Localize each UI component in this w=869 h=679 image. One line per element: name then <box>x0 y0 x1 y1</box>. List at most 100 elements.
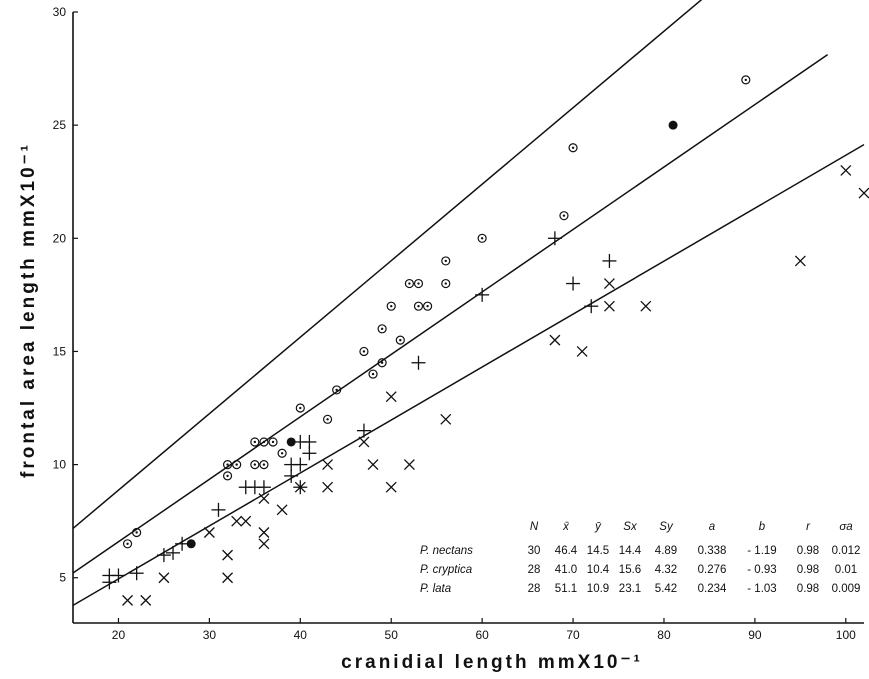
point-ring <box>422 301 433 311</box>
stats-cell: 10.9 <box>587 583 609 595</box>
point-ring <box>441 278 451 289</box>
point-cross-b <box>358 436 370 448</box>
data-point <box>322 414 333 424</box>
stats-cell: 0.98 <box>797 564 819 576</box>
point-cross-b <box>240 515 252 527</box>
data-point <box>377 324 387 334</box>
stats-cell: 28 <box>528 583 541 595</box>
point-ring <box>122 539 133 549</box>
point-ring <box>295 403 305 413</box>
data-point <box>377 358 387 368</box>
data-point <box>603 278 615 290</box>
point-ring <box>568 143 578 153</box>
data-point <box>356 423 371 438</box>
stats-cell: - 1.19 <box>747 545 776 557</box>
data-point <box>547 231 562 246</box>
data-point <box>368 369 378 379</box>
x-tick-label: 100 <box>836 628 856 642</box>
point-dot <box>235 463 238 466</box>
data-point <box>411 355 426 370</box>
data-point <box>413 301 424 311</box>
stats-cell: 28 <box>528 564 541 576</box>
data-point <box>640 300 652 312</box>
stats-cell: 0.338 <box>698 545 727 557</box>
data-point <box>422 301 433 311</box>
point-ring <box>386 301 396 311</box>
data-point <box>477 233 487 243</box>
stats-cell: 0.009 <box>832 583 861 595</box>
point-cross-b <box>140 594 152 606</box>
data-point <box>259 459 269 470</box>
point-cross-b <box>158 572 170 584</box>
data-point <box>441 278 451 289</box>
point-filled <box>668 120 678 130</box>
y-tick-label: 5 <box>59 571 66 585</box>
point-dot <box>444 282 447 285</box>
data-point <box>302 446 317 461</box>
stats-cell: 0.012 <box>832 545 861 557</box>
data-point <box>158 572 170 584</box>
data-point <box>258 527 270 538</box>
data-point <box>475 287 490 302</box>
point-dot <box>226 474 229 478</box>
data-point <box>322 459 334 471</box>
data-point <box>250 459 260 470</box>
x-tick-label: 20 <box>112 628 126 642</box>
point-ring <box>368 369 378 379</box>
stats-cell: 0.276 <box>698 564 727 576</box>
data-point <box>122 594 134 606</box>
point-cross-b <box>322 481 334 493</box>
data-point <box>584 299 599 314</box>
stats-cell: 10.4 <box>587 564 610 576</box>
point-ring <box>132 527 142 538</box>
point-ring <box>404 278 415 289</box>
data-point <box>367 459 379 471</box>
data-point <box>358 436 370 448</box>
data-point <box>268 437 278 447</box>
point-dot <box>417 304 420 308</box>
data-point <box>858 187 869 199</box>
stats-cell: 14.5 <box>587 545 609 557</box>
y-axis-title: frontal area length mmX10⁻¹ <box>18 142 39 478</box>
data-point <box>385 391 397 403</box>
point-ring <box>277 448 287 458</box>
data-point <box>277 448 287 458</box>
point-ring <box>377 324 387 334</box>
point-ring <box>413 301 424 311</box>
point-ring <box>259 459 269 470</box>
data-point <box>222 459 233 470</box>
data-point <box>140 594 152 606</box>
x-tick-label: 70 <box>566 628 580 642</box>
point-dot <box>299 406 302 410</box>
data-point <box>203 527 215 538</box>
stats-header: Sx <box>623 521 638 533</box>
point-ring <box>441 256 451 266</box>
point-dot <box>362 350 366 353</box>
point-cross-b <box>385 481 397 493</box>
regression-line <box>72 53 829 574</box>
data-point <box>403 459 415 471</box>
data-point <box>295 403 305 413</box>
stats-header: σa <box>839 521 852 533</box>
stats-species-label: P. lata <box>420 583 451 595</box>
data-point <box>129 566 144 581</box>
data-point <box>332 385 342 395</box>
point-dot <box>380 361 384 364</box>
point-filled <box>186 539 196 549</box>
stats-cell: 41.0 <box>555 564 577 576</box>
data-point <box>386 301 396 311</box>
stats-cell: 51.1 <box>555 583 577 595</box>
data-point <box>395 335 405 345</box>
data-points <box>102 75 869 606</box>
data-point <box>559 211 569 221</box>
point-cross-b <box>222 572 234 584</box>
tick-labels: 20 30 40 50 60 70 80 90 100 5 10 15 20 25 30 <box>53 5 857 642</box>
point-cross-b <box>122 594 134 606</box>
point-cross-b <box>576 345 588 357</box>
point-dot <box>571 146 575 149</box>
stats-cell: 15.6 <box>619 564 641 576</box>
stats-header: N <box>530 521 539 533</box>
data-point <box>441 256 451 266</box>
stats-cell: 0.234 <box>698 583 727 595</box>
stats-cell: 30 <box>528 545 541 557</box>
